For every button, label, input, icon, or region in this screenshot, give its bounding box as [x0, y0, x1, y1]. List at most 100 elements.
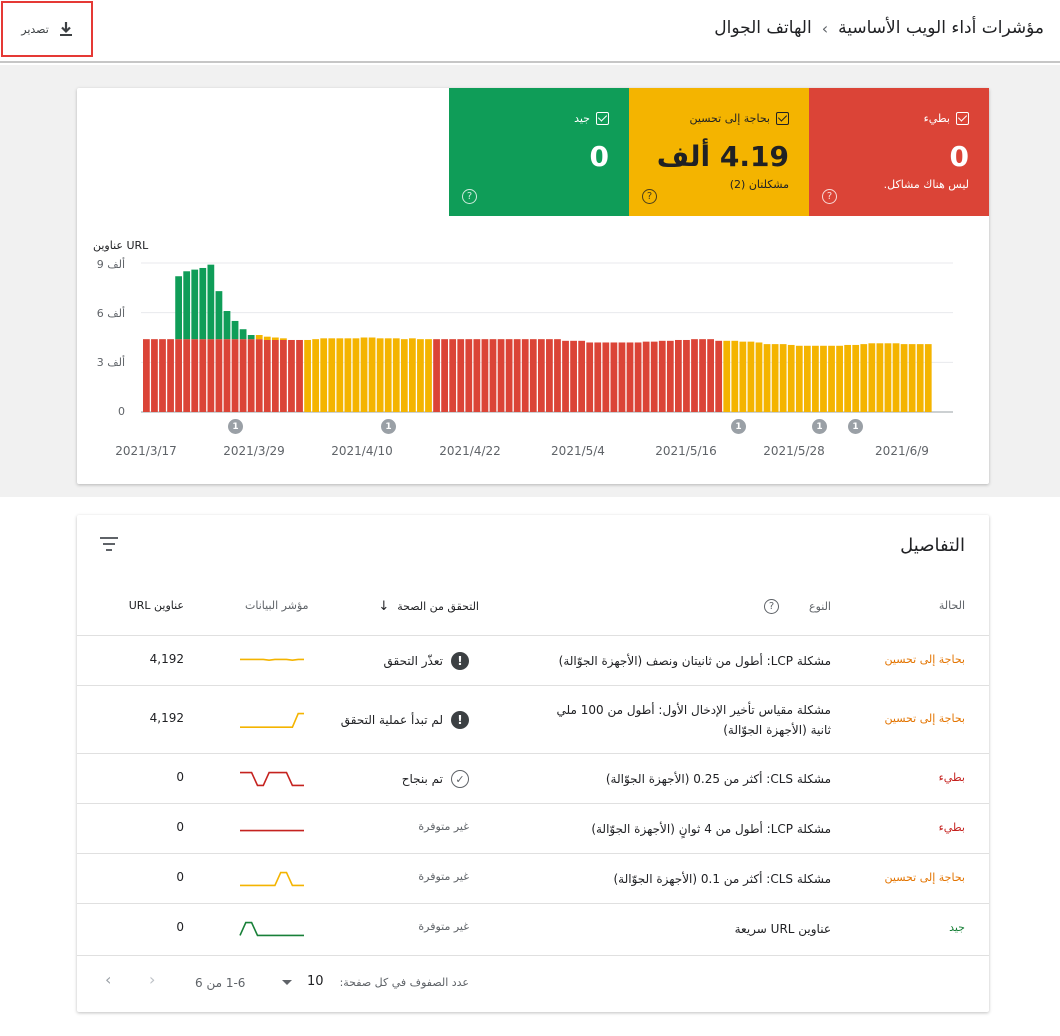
chart-bar[interactable]	[618, 342, 626, 412]
chart-bar[interactable]	[223, 339, 231, 412]
table-row[interactable]: بحاجة إلى تحسين مشكلة LCP: أطول من ثانيتا…	[77, 635, 989, 685]
chart-bar[interactable]	[433, 339, 440, 412]
rows-per-page-select[interactable]: 10	[307, 974, 324, 989]
column-header-type[interactable]: النوع	[809, 600, 831, 613]
chart-bar[interactable]	[344, 338, 352, 412]
chart-bar[interactable]	[852, 344, 860, 412]
chart-bar[interactable]	[675, 339, 682, 412]
chart-bar[interactable]	[489, 339, 497, 412]
chart-bar[interactable]	[820, 345, 827, 412]
chart-bar[interactable]	[554, 339, 561, 412]
chart-bar[interactable]	[368, 337, 376, 413]
chart-bar[interactable]	[505, 339, 513, 412]
help-icon[interactable]: ?	[822, 189, 837, 204]
chart-bar[interactable]	[215, 291, 223, 340]
chart-bar[interactable]	[239, 339, 247, 412]
chart-bar[interactable]	[207, 339, 215, 412]
chart-bar[interactable]	[650, 341, 658, 412]
help-icon[interactable]: ?	[642, 189, 657, 204]
chart-bar[interactable]	[231, 339, 239, 412]
annotation-marker[interactable]: 1	[848, 419, 863, 434]
breadcrumb-root[interactable]: مؤشرات أداء الويب الأساسية	[838, 18, 1044, 38]
chart-bar[interactable]	[247, 339, 255, 412]
chart-bar[interactable]	[594, 342, 602, 412]
chart-bar[interactable]	[602, 342, 610, 412]
annotation-marker[interactable]: 1	[812, 419, 827, 434]
chart-bar[interactable]	[916, 344, 924, 412]
chart-bar[interactable]	[280, 339, 287, 412]
chart-bar[interactable]	[336, 338, 344, 412]
chart-bar[interactable]	[610, 342, 618, 412]
chart-bar[interactable]	[255, 339, 263, 412]
chart-bar[interactable]	[546, 339, 553, 412]
help-icon[interactable]: ?	[462, 189, 477, 204]
help-icon[interactable]: ?	[764, 599, 780, 614]
chart-bar[interactable]	[707, 339, 714, 412]
chart-bar[interactable]	[529, 339, 537, 412]
chart-bar[interactable]	[449, 339, 457, 412]
chart-bar[interactable]	[263, 336, 271, 340]
checkbox-checked-icon[interactable]	[596, 112, 609, 125]
chart-bar[interactable]	[167, 339, 174, 412]
chevron-left-icon[interactable]: ‹	[105, 970, 112, 989]
chart-bar[interactable]	[868, 343, 876, 412]
chart-bar[interactable]	[473, 339, 481, 412]
annotation-marker[interactable]: 1	[731, 419, 746, 434]
annotation-marker[interactable]: 1	[228, 419, 243, 434]
chart-bar[interactable]	[739, 341, 747, 412]
chart-bar[interactable]	[199, 267, 207, 340]
chart-bar[interactable]	[175, 276, 182, 340]
chart-bar[interactable]	[296, 339, 303, 412]
table-row[interactable]: جيد عناوين URL سريعة غير متوفرة 0	[77, 903, 989, 953]
table-row[interactable]: بحاجة إلى تحسين مشكلة مقياس تأخير الإدخال…	[77, 685, 989, 753]
chart-bar[interactable]	[400, 339, 408, 412]
chart-bar[interactable]	[876, 343, 884, 412]
chart-bar[interactable]	[586, 342, 594, 412]
checkbox-checked-icon[interactable]	[776, 112, 789, 125]
chart-bar[interactable]	[892, 343, 900, 412]
chart-bar[interactable]	[481, 339, 489, 412]
chart-bar[interactable]	[288, 339, 295, 412]
chart-bar[interactable]	[691, 339, 698, 412]
chart-bar[interactable]	[683, 339, 690, 412]
chart-bar[interactable]	[779, 344, 787, 412]
chart-bar[interactable]	[771, 344, 779, 412]
table-row[interactable]: بطيء مشكلة CLS: أكثر من 0.25 (الأجهزة الج…	[77, 753, 989, 803]
export-button[interactable]: تصدير	[1, 1, 93, 57]
chart-bar[interactable]	[280, 338, 287, 340]
chart-bar[interactable]	[812, 345, 819, 412]
tile-poor[interactable]: بطيء 0 ليس هناك مشاكل. ?	[809, 88, 989, 216]
chart-bar[interactable]	[304, 339, 311, 412]
chart-bar[interactable]	[634, 342, 642, 412]
chart-bar[interactable]	[271, 337, 279, 340]
tile-needs-improvement[interactable]: بحاجة إلى تحسين 4.19 ألف مشكلتان (2) ?	[629, 88, 809, 216]
checkbox-checked-icon[interactable]	[956, 112, 969, 125]
chart-bar[interactable]	[328, 338, 336, 412]
chart-bar[interactable]	[183, 271, 191, 340]
chart-bar[interactable]	[884, 343, 892, 412]
chart-bar[interactable]	[642, 341, 650, 412]
chart-bar[interactable]	[207, 264, 215, 340]
chart-bar[interactable]	[352, 338, 360, 412]
chart-bar[interactable]	[360, 337, 368, 413]
chevron-right-icon[interactable]: ›	[149, 970, 156, 989]
chart-bar[interactable]	[215, 339, 223, 412]
table-row[interactable]: بطيء مشكلة LCP: أطول من 4 ثوانٍ (الأجهزة …	[77, 803, 989, 853]
filter-icon[interactable]	[99, 537, 119, 551]
column-header-validation[interactable]: التحقق من الصحة	[397, 600, 479, 613]
chart-bar[interactable]	[908, 344, 916, 412]
chart-bar[interactable]	[521, 339, 529, 412]
chart-bar[interactable]	[731, 340, 739, 412]
table-row[interactable]: بحاجة إلى تحسين مشكلة CLS: أكثر من 0.1 (ا…	[77, 853, 989, 903]
chart-bar[interactable]	[497, 339, 505, 412]
chart-bar[interactable]	[191, 339, 199, 412]
chart-bar[interactable]	[263, 339, 271, 412]
chart-bar[interactable]	[755, 342, 763, 412]
chart-bar[interactable]	[425, 339, 432, 412]
chart-bar[interactable]	[247, 335, 255, 340]
annotation-marker[interactable]: 1	[381, 419, 396, 434]
chart-bar[interactable]	[924, 344, 932, 412]
chart-bar[interactable]	[409, 338, 416, 412]
chart-bar[interactable]	[860, 344, 868, 412]
chart-bar[interactable]	[441, 339, 448, 412]
